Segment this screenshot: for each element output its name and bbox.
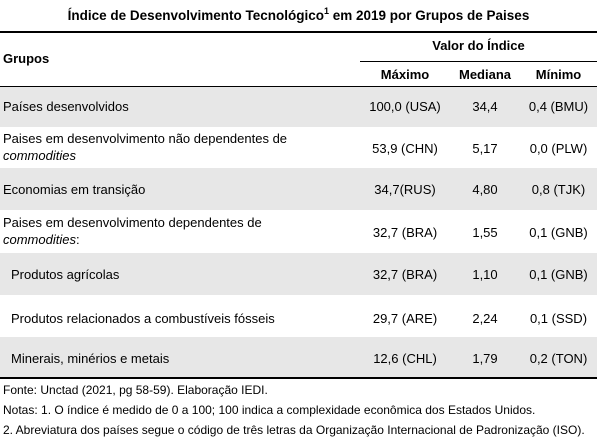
table-row: Paises em desenvolvimento não dependente… [0,127,597,168]
table-title-footnote-marker: 1 [323,6,329,16]
row-min: 0,1 (GNB) [529,225,588,240]
header-value: Valor do Índice [432,38,525,53]
table-row: Paises em desenvolvimento dependentes de… [0,210,597,253]
row-max: 32,7 (BRA) [372,225,438,240]
bottom-rule [0,377,597,379]
table-row: Produtos agrícolas 32,7 (BRA) 1,10 0,1 (… [0,253,597,295]
row-median: 2,24 [472,311,498,326]
header-bottom-rule [0,86,597,87]
table-title: Índice de Desenvolvimento Tecnológico1 e… [0,6,597,26]
table-title-suffix: em 2019 por Grupos de Paises [328,8,530,23]
row-label: Paises em desenvolvimento dependentes de… [3,215,262,247]
row-min: 0,2 (TON) [529,351,588,366]
row-max: 12,6 (CHL) [373,351,437,366]
header-groups: Grupos [3,51,50,66]
row-max: 29,7 (ARE) [372,311,438,326]
row-median: 34,4 [472,99,498,114]
source-note: Fonte: Unctad (2021, pg 58-59). Elaboraç… [3,383,268,397]
row-max: 100,0 (USA) [369,99,441,114]
table-title-text: Índice de Desenvolvimento Tecnológico [67,8,324,23]
row-label: Minerais, minérios e metais [11,351,170,366]
header-min: Mínimo [535,67,582,82]
row-min: 0,8 (TJK) [531,182,586,197]
row-median: 1,10 [472,267,498,282]
row-min: 0,0 (PLW) [529,141,588,156]
row-max: 53,9 (CHN) [372,141,438,156]
row-label: Paises em desenvolvimento não dependente… [3,131,288,163]
top-rule [0,31,597,33]
row-label: Economias em transição [3,182,146,197]
row-min: 0,1 (SSD) [529,311,588,326]
row-max: 32,7 (BRA) [372,267,438,282]
table-row: Economias em transição 34,7(RUS) 4,80 0,… [0,168,597,210]
footnote-1: Notas: 1. O índice é medido de 0 a 100; … [3,403,536,417]
row-median: 4,80 [472,182,498,197]
row-median: 5,17 [472,141,498,156]
row-label: Países desenvolvidos [3,99,129,114]
header-median: Mediana [458,67,511,82]
header-max: Máximo [380,67,430,82]
row-median: 1,55 [472,225,498,240]
table-row: Países desenvolvidos 100,0 (USA) 34,4 0,… [0,87,597,127]
table-row: Minerais, minérios e metais 12,6 (CHL) 1… [0,337,597,377]
row-min: 0,1 (GNB) [529,267,588,282]
row-min: 0,4 (BMU) [528,99,589,114]
row-median: 1,79 [472,351,498,366]
row-label: Produtos relacionados a combustíveis fós… [11,311,275,326]
table-row: Produtos relacionados a combustíveis fós… [0,295,597,337]
row-max: 34,7(RUS) [374,182,436,197]
header-sub-rule [360,61,597,62]
row-label: Produtos agrícolas [11,267,120,282]
footnote-2: 2. Abreviatura dos países segue o código… [3,423,585,437]
